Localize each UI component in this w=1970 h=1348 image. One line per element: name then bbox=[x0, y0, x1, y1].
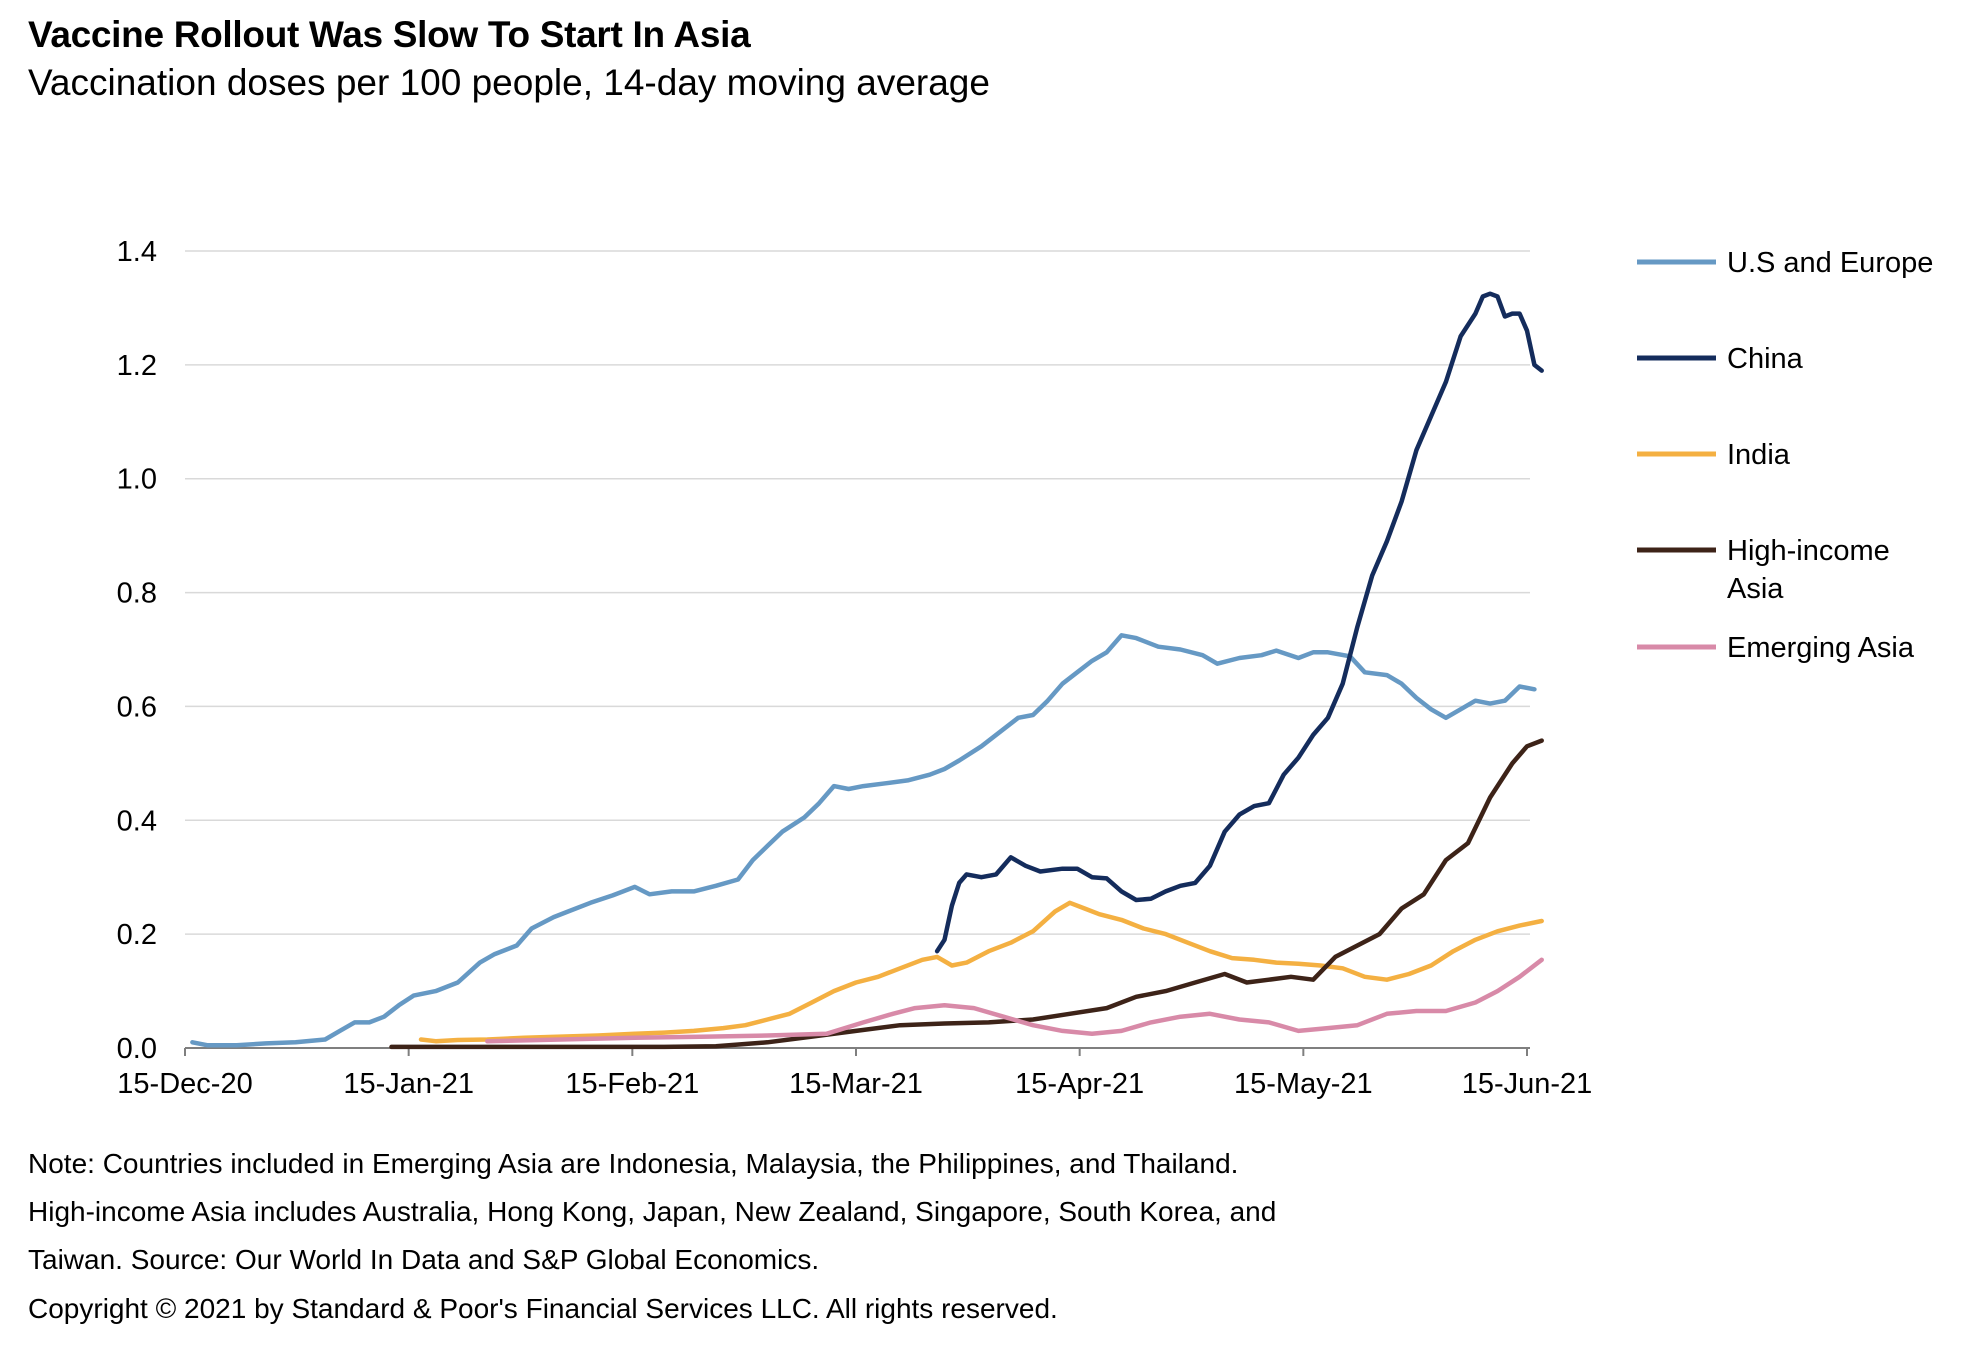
y-tick-label: 0.6 bbox=[117, 691, 157, 723]
series-lines bbox=[190, 291, 1544, 1050]
x-tick-label: 15-Apr-21 bbox=[1015, 1068, 1144, 1100]
series-line-china bbox=[934, 291, 1544, 954]
legend-label: U.S and Europe bbox=[1727, 247, 1933, 279]
series-line-emerging-asia bbox=[485, 957, 1544, 1044]
note-line-3: Taiwan. Source: Our World In Data and S&… bbox=[28, 1244, 820, 1275]
y-tick-label: 1.2 bbox=[117, 350, 157, 382]
x-tick-label: 15-Jan-21 bbox=[343, 1068, 474, 1100]
x-tick-label: 15-Jun-21 bbox=[1462, 1068, 1593, 1100]
x-tick-label: 15-Feb-21 bbox=[565, 1068, 699, 1100]
y-tick-label: 1.4 bbox=[117, 236, 157, 268]
vaccination-line-chart: 0.0 0.2 0.4 0.6 0.8 1.0 1.2 1.4 15-Dec-20 15-Jan-… bbox=[117, 236, 1934, 1100]
y-tick-label: 1.0 bbox=[117, 464, 157, 496]
x-tick-label: 15-May-21 bbox=[1234, 1068, 1373, 1100]
chart-subtitle: Vaccination doses per 100 people, 14-day… bbox=[28, 62, 990, 103]
legend-label: Emerging Asia bbox=[1727, 632, 1915, 664]
legend-label: High-income Asia bbox=[1727, 535, 1890, 605]
y-tick-label: 0.2 bbox=[117, 919, 157, 951]
legend-label: China bbox=[1727, 343, 1804, 375]
series-line-india bbox=[418, 900, 1544, 1044]
x-tick-label: 15-Dec-20 bbox=[117, 1068, 252, 1100]
note-line-2: High-income Asia includes Australia, Hon… bbox=[28, 1196, 1277, 1227]
copyright-line: Copyright © 2021 by Standard & Poor's Fi… bbox=[28, 1293, 1058, 1324]
x-tick-label: 15-Mar-21 bbox=[789, 1068, 923, 1100]
y-tick-label: 0.0 bbox=[117, 1033, 157, 1065]
legend: U.S and Europe China India High-income Asia E… bbox=[1637, 247, 1933, 664]
series-line-u-s-and-europe bbox=[190, 633, 1537, 1048]
y-tick-label: 0.8 bbox=[117, 578, 157, 610]
series-line-high-income-asia bbox=[389, 738, 1544, 1050]
note-line-1: Note: Countries included in Emerging Asi… bbox=[28, 1148, 1239, 1179]
chart-title: Vaccine Rollout Was Slow To Start In Asi… bbox=[28, 14, 751, 55]
gridlines bbox=[185, 250, 1530, 935]
legend-label: India bbox=[1727, 439, 1791, 471]
y-tick-label: 0.4 bbox=[117, 805, 157, 837]
axes: 0.0 0.2 0.4 0.6 0.8 1.0 1.2 1.4 15-Dec-20 15-Jan-… bbox=[117, 236, 1593, 1100]
